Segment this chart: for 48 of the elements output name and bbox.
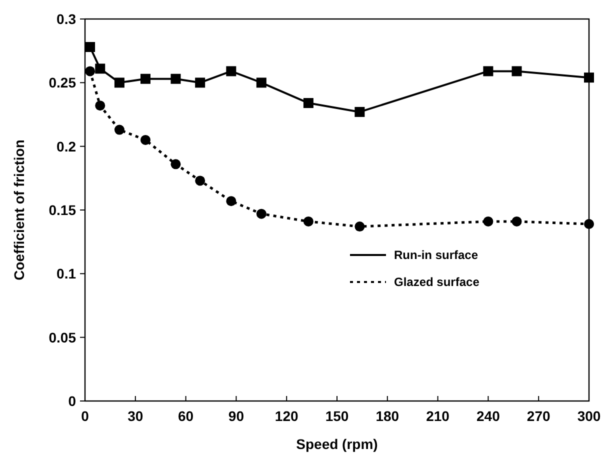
legend-label: Glazed surface [394, 275, 480, 289]
point [85, 66, 96, 76]
x-tick-label: 60 [178, 408, 194, 424]
point [256, 78, 266, 88]
y-tick-label: 0.25 [48, 74, 76, 91]
x-tick-label: 270 [526, 408, 550, 424]
y-tick-label: 0.1 [56, 266, 76, 282]
y-tick-label: 0.3 [56, 11, 76, 27]
x-tick-label: 300 [577, 408, 601, 424]
point [114, 124, 124, 135]
point [195, 176, 206, 186]
point [195, 78, 206, 88]
point [483, 216, 494, 226]
x-axis-title: Speed (rpm) [296, 436, 378, 452]
point [95, 100, 106, 111]
x-tick-label: 210 [426, 408, 450, 424]
y-tick-label: 0.15 [48, 202, 76, 218]
x-tick-label: 150 [325, 408, 349, 424]
point [140, 134, 150, 145]
legend-label: Run-in surface [394, 248, 478, 262]
point [354, 106, 365, 117]
point [354, 222, 365, 232]
point [85, 42, 96, 52]
x-tick-label: 90 [228, 408, 244, 424]
x-tick-label: 30 [128, 408, 144, 424]
point [170, 74, 181, 84]
point [170, 159, 181, 170]
x-tick-label: 120 [274, 408, 298, 424]
y-axis-title: Coefficient of friction [11, 140, 27, 280]
point [114, 78, 124, 88]
point [226, 196, 236, 206]
point [140, 74, 150, 84]
y-tick-label: 0 [68, 393, 76, 409]
y-tick-label: 0.05 [48, 329, 76, 346]
point [226, 66, 236, 76]
x-tick-label: 180 [376, 408, 400, 424]
point [483, 66, 494, 76]
point [95, 64, 106, 74]
x-tick-label: 240 [476, 408, 500, 424]
point [303, 98, 314, 108]
point [303, 216, 314, 226]
point [584, 72, 594, 83]
x-tick-label: 0 [81, 408, 90, 424]
y-tick-label: 0.2 [56, 138, 76, 154]
point [512, 216, 522, 226]
point [256, 208, 266, 219]
point [512, 66, 522, 76]
point [584, 219, 594, 230]
